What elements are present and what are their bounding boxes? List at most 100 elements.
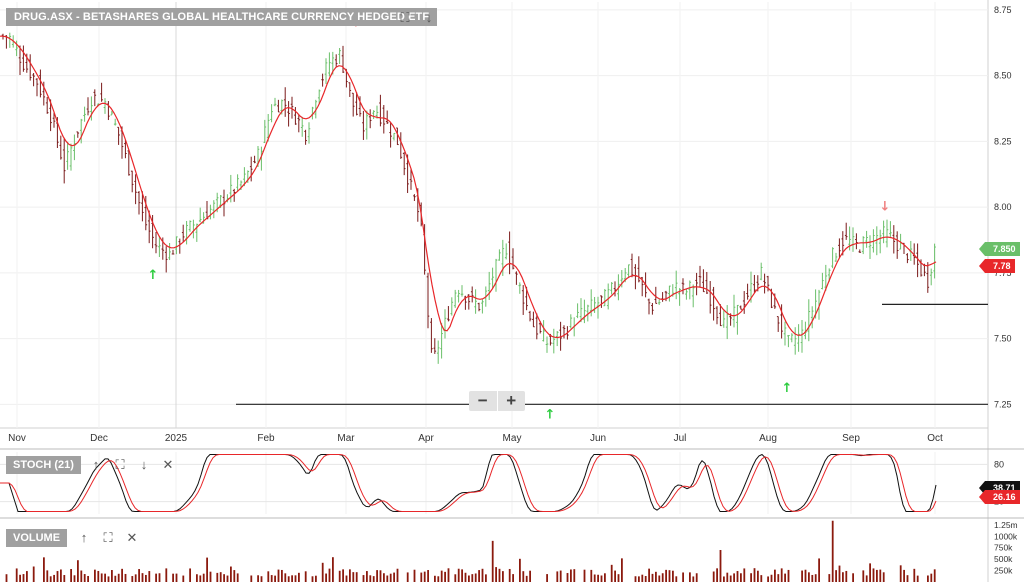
arrow-up-icon[interactable]: ↑ [92,457,100,472]
volume-bar [53,574,55,582]
ohlc-bar [787,334,790,348]
volume-bar [648,568,650,582]
volume-bar [845,570,848,582]
ohlc-bar [800,319,804,353]
ohlc-bar [154,231,158,254]
x-tick-label: Oct [927,433,943,444]
volume-bar [97,570,100,582]
ohlc-bar [355,92,358,116]
volume-bar [423,571,426,582]
ohlc-bar [192,219,195,239]
volume-bar [668,570,671,582]
volume-bar [784,573,786,582]
ohlc-bar [875,226,879,256]
ohlc-bar [375,105,379,119]
volume-bar [736,571,739,582]
expand-icon[interactable]: ⛶ [400,10,410,25]
ohlc-bar [712,286,715,321]
ohlc-bar [402,152,406,176]
chevron-down-icon[interactable]: ↓ [425,10,433,25]
volume-bar [349,569,351,582]
ohlc-bar [691,284,695,308]
volume-bar [267,571,270,582]
volume-bar [818,558,820,582]
ohlc-bar [137,190,141,215]
volume-bar [831,520,834,582]
volume-bar [930,573,933,582]
ohlc-bar [630,253,634,278]
expand-icon[interactable]: ⛶ [115,457,125,472]
volume-bar [617,574,620,582]
volume-bar [250,575,253,582]
volume-bar [723,576,725,582]
x-tick-label: Mar [337,433,355,444]
arrow-up-icon[interactable]: ↑ [80,530,88,545]
volume-bar [546,574,548,582]
stoch-plot [0,453,937,512]
x-tick-label: Nov [8,433,26,444]
volume-bar [104,573,106,582]
volume-bar [134,574,137,582]
volume-bar [294,575,297,582]
volume-bar [5,574,8,582]
volume-bar [760,575,763,582]
ohlc-bar [338,47,341,64]
volume-bar [396,568,399,582]
ohlc-bar [674,270,678,300]
volume-bar [498,568,501,582]
ohlc-bar [793,327,797,355]
ohlc-bar [358,96,362,117]
volume-bar [604,573,606,582]
ohlc-bar [147,210,151,244]
arrow-down-icon[interactable]: ↓ [140,457,148,472]
ohlc-bar [865,230,868,248]
volume-bar [236,573,239,582]
ohlc-bar [555,331,559,347]
close-icon[interactable]: ✕ [126,530,138,545]
x-tick-label: Aug [759,433,777,444]
y-tick-label: 7.25 [994,399,1012,409]
stoch-panel-label: STOCH (21) [6,456,81,474]
volume-bar [43,557,45,582]
ohlc-bar [409,167,413,190]
volume-bar [740,573,742,582]
zoom-out-button[interactable]: − [469,391,498,411]
volume-bar [328,568,331,582]
volume-bar [512,574,514,582]
ohlc-bar [491,267,494,289]
ohlc-bar [576,303,579,319]
volume-bar [556,571,559,582]
ohlc-bar [933,243,936,279]
volume-bar [366,571,368,582]
ohlc-bar [144,195,148,231]
ohlc-bar [851,227,855,252]
volume-bar [872,568,875,582]
volume-bar [655,571,657,582]
volume-bar [712,571,715,582]
ohlc-bar [277,99,280,113]
ohlc-bar [668,285,671,302]
volume-bar [634,576,637,582]
ohlc-bar [470,286,474,303]
volume-bar [689,572,691,582]
volume-bar [573,569,576,582]
ohlc-bar [600,295,603,308]
ohlc-bar [535,313,539,340]
ohlc-bar [188,220,192,232]
volume-bar [733,573,735,582]
zoom-in-button[interactable]: + [506,391,517,410]
ohlc-bar [253,155,256,164]
axes: 8.758.508.258.007.757.507.25NovDec2025Fe… [8,5,1018,576]
x-tick-label: 2025 [165,433,188,444]
ohlc-bar [504,243,508,260]
ohlc-bar [742,291,746,314]
ohlc-bar [263,119,267,144]
volume-bar [257,575,259,582]
moving-average-line [0,35,937,339]
ohlc-bar [861,236,865,255]
expand-icon[interactable]: ⛶ [103,530,113,545]
close-icon[interactable]: ✕ [162,457,174,472]
volume-bar [695,573,698,582]
volume-bar [777,574,780,582]
